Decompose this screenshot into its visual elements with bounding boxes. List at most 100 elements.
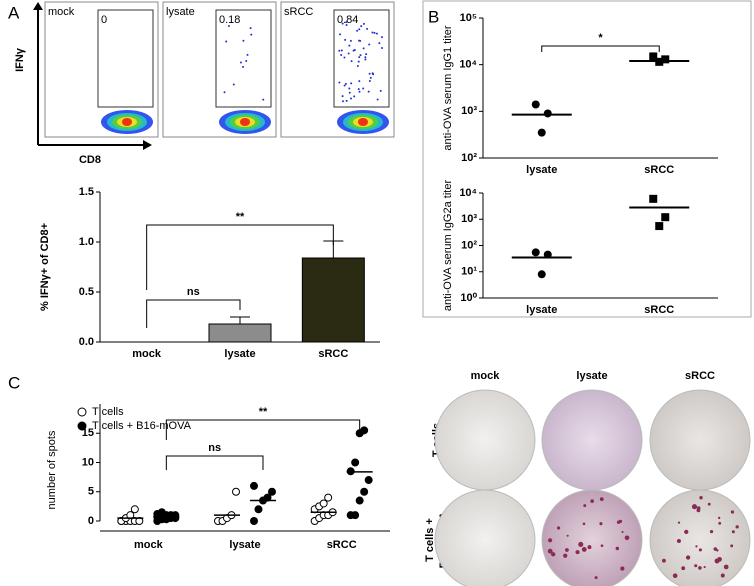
y-tick-label: 1.0 xyxy=(79,236,94,248)
point xyxy=(268,487,276,496)
point xyxy=(360,426,369,435)
point xyxy=(250,517,258,525)
event xyxy=(343,84,346,87)
event xyxy=(375,32,378,35)
x-tick-label: sRCC xyxy=(318,348,348,360)
y-tick-label: 15 xyxy=(82,427,94,439)
spot xyxy=(565,548,569,552)
event xyxy=(364,58,367,61)
bar xyxy=(208,323,272,343)
event xyxy=(359,54,362,57)
event xyxy=(338,81,341,84)
spot xyxy=(677,521,681,524)
spot xyxy=(716,549,719,552)
bracket xyxy=(541,45,660,52)
event xyxy=(357,88,360,91)
spot xyxy=(599,522,603,526)
spot xyxy=(600,544,604,548)
event xyxy=(371,72,374,75)
spot xyxy=(626,536,629,540)
event xyxy=(362,22,365,25)
event xyxy=(341,95,344,98)
point xyxy=(364,476,373,485)
event xyxy=(345,21,348,24)
spot xyxy=(685,555,691,560)
point xyxy=(351,458,360,467)
point xyxy=(531,100,540,109)
gate xyxy=(97,9,154,108)
y-tick-label: 0.5 xyxy=(79,286,94,298)
event xyxy=(350,82,353,85)
event xyxy=(360,25,363,28)
spot xyxy=(698,566,702,570)
spot xyxy=(583,504,587,508)
event xyxy=(347,52,350,55)
legend-label: T cells xyxy=(92,406,124,418)
population xyxy=(358,118,368,126)
point xyxy=(537,270,546,279)
y-tick-label: 1.5 xyxy=(79,186,94,198)
x-tick-label: mock xyxy=(132,348,162,360)
spot xyxy=(563,553,568,558)
y-tick-label: 10 xyxy=(82,456,94,468)
point xyxy=(360,487,369,496)
spot xyxy=(698,548,702,552)
spot xyxy=(582,522,586,526)
event xyxy=(227,25,230,28)
spot xyxy=(718,516,721,520)
row-label: T cells + xyxy=(424,518,436,562)
population xyxy=(122,118,132,126)
spot xyxy=(556,526,561,530)
x-tick-label: mock xyxy=(134,539,164,551)
point xyxy=(355,496,364,505)
spot xyxy=(676,539,681,544)
event xyxy=(239,61,242,64)
panel-label: A xyxy=(8,3,20,22)
event xyxy=(349,39,352,42)
event xyxy=(225,40,228,43)
annotation: ns xyxy=(208,442,221,454)
y-tick-label: 10⁰ xyxy=(460,292,477,304)
spot xyxy=(718,521,722,525)
panel-label: B xyxy=(428,7,439,26)
flow-label: sRCC xyxy=(284,6,313,18)
y-axis-label: anti-OVA serum IgG1 titer xyxy=(442,25,454,150)
event xyxy=(359,39,362,42)
event xyxy=(368,79,371,82)
event xyxy=(350,97,353,100)
event xyxy=(232,83,235,86)
event xyxy=(376,98,379,101)
arrow-head xyxy=(33,2,43,10)
event xyxy=(373,31,376,34)
y-tick-label: 10² xyxy=(461,239,477,251)
event xyxy=(356,65,359,68)
y-tick-label: 0 xyxy=(88,515,94,527)
y-tick-label: 10³ xyxy=(461,105,477,117)
y-tick-label: 0.0 xyxy=(79,336,94,348)
spot xyxy=(694,564,698,568)
event xyxy=(341,22,344,25)
event xyxy=(379,89,382,92)
event xyxy=(358,90,361,93)
axis-label: CD8 xyxy=(79,154,101,166)
well xyxy=(541,389,643,491)
point xyxy=(649,52,658,61)
event xyxy=(342,100,345,103)
gate-value: 0.18 xyxy=(219,14,240,26)
well xyxy=(434,489,536,586)
point xyxy=(661,213,670,222)
spot xyxy=(720,573,725,578)
well xyxy=(434,389,536,491)
spot xyxy=(566,534,569,537)
spot xyxy=(615,546,620,551)
event xyxy=(262,98,265,101)
axis-label: IFNγ xyxy=(14,47,26,72)
spot xyxy=(691,504,698,510)
event xyxy=(358,56,361,59)
panel-b-frame xyxy=(422,0,752,318)
y-tick-label: 5 xyxy=(88,486,94,498)
point xyxy=(655,222,664,231)
x-tick-label: lysate xyxy=(224,348,255,360)
spot xyxy=(699,495,703,500)
